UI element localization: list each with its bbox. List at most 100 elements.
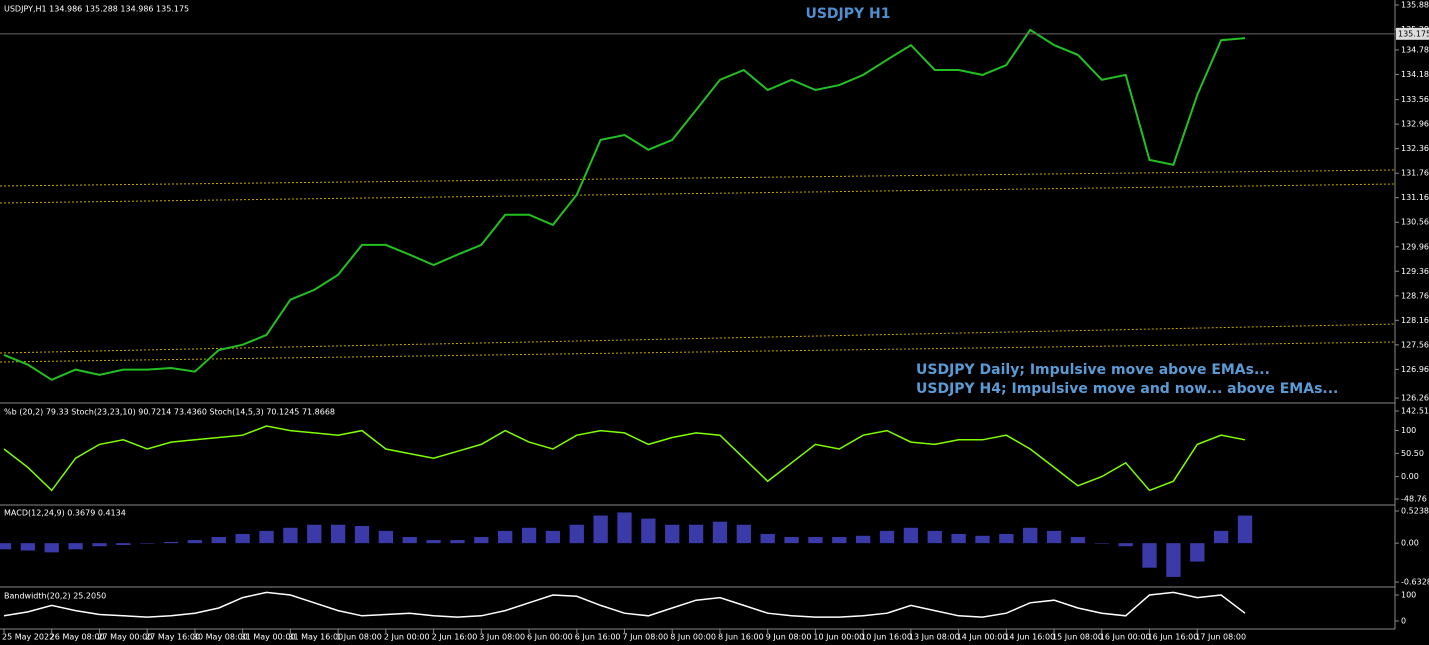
last-price-label: 135.175	[1398, 29, 1429, 38]
x-tick-label: 30 May 08:00	[193, 633, 248, 642]
series-line	[3, 28, 1246, 381]
y-tick-label: 128.765	[1401, 291, 1429, 300]
y-tick-label: 100	[1401, 591, 1416, 600]
y-tick-label: 0.00	[1401, 472, 1419, 481]
panel-title: %b (20,2) 79.33 Stoch(23,23,10) 90.7214 …	[4, 408, 335, 417]
support-line	[0, 183, 1396, 204]
y-tick-label: 126.965	[1401, 365, 1429, 374]
bar	[378, 530, 394, 544]
y-tick-label: 0.5238	[1401, 507, 1429, 516]
x-tick-label: 27 May 00:00	[97, 633, 152, 642]
support-line	[0, 169, 1396, 187]
x-tick-label: 14 Jun 16:00	[1004, 633, 1055, 642]
bar	[832, 537, 847, 544]
y-tick-label: -0.6328	[1401, 578, 1429, 587]
x-tick-label: 3 Jun 08:00	[479, 633, 525, 642]
x-tick-label: 16 Jun 16:00	[1148, 633, 1199, 642]
x-tick-label: 6 Jun 00:00	[527, 633, 573, 642]
bar	[307, 524, 322, 544]
bar	[951, 533, 966, 544]
bar	[593, 515, 608, 544]
bar	[903, 527, 919, 544]
y-tick-label: 129.365	[1401, 267, 1429, 276]
x-tick-label: 16 Jun 00:00	[1100, 633, 1151, 642]
bar	[999, 533, 1014, 544]
x-tick-label: 6 Jun 16:00	[575, 633, 621, 642]
x-tick-label: 7 Jun 08:00	[623, 633, 669, 642]
bar	[975, 535, 990, 544]
x-tick-label: 8 Jun 16:00	[718, 633, 764, 642]
annotation: USDJPY H4; Impulsive move and now... abo…	[916, 381, 1338, 397]
y-tick-label: 132.965	[1401, 120, 1429, 129]
panel-title: Bandwidth(20,2) 25.2050	[4, 592, 106, 601]
y-tick-label: 134.180	[1401, 70, 1429, 79]
bar	[140, 543, 155, 544]
x-tick-label: 8 Jun 00:00	[670, 633, 716, 642]
bar	[641, 518, 656, 544]
bar	[116, 543, 131, 545]
y-tick-label: 134.780	[1401, 45, 1429, 54]
x-tick-label: 2 Jun 16:00	[432, 633, 478, 642]
support-line	[0, 323, 1396, 354]
bar	[330, 524, 346, 544]
bar	[688, 524, 704, 544]
bar	[1046, 530, 1062, 544]
y-tick-label: -48.76	[1401, 495, 1427, 504]
y-tick-label: 135.880	[1401, 1, 1429, 10]
y-tick-label: 0.00	[1401, 539, 1419, 548]
x-tick-label: 27 May 16:00	[145, 633, 200, 642]
bar	[235, 533, 250, 544]
bar	[283, 527, 298, 544]
y-tick-label: 131.765	[1401, 169, 1429, 178]
chart-header: USDJPY,H1 134.986 135.288 134.986 135.17…	[4, 5, 189, 14]
bar	[808, 537, 823, 544]
chart-title: USDJPY H1	[805, 6, 890, 22]
y-tick-label: 126.265	[1401, 394, 1429, 403]
bar	[1190, 543, 1205, 562]
x-tick-label: 10 Jun 00:00	[813, 633, 864, 642]
series-line	[3, 425, 1246, 492]
annotation: USDJPY Daily; Impulsive move above EMAs.…	[916, 362, 1270, 378]
bar	[1094, 543, 1109, 544]
y-tick-label: 130.565	[1401, 218, 1429, 227]
y-tick-label: 100	[1401, 426, 1416, 435]
bar	[163, 541, 179, 544]
x-tick-label: 26 May 08:00	[50, 633, 105, 642]
bar	[736, 524, 751, 544]
x-tick-label: 25 May 2022	[2, 633, 54, 642]
bar	[927, 530, 942, 544]
bar	[474, 537, 489, 544]
y-tick-label: 50.50	[1401, 449, 1424, 458]
y-tick-label: 128.165	[1401, 316, 1429, 325]
y-tick-label: 133.565	[1401, 95, 1429, 104]
y-tick-label: 132.365	[1401, 144, 1429, 153]
support-line	[0, 341, 1396, 363]
bar	[44, 543, 59, 553]
bar	[1142, 543, 1157, 568]
bar	[1023, 527, 1038, 544]
last-price-box	[1396, 27, 1429, 40]
bar	[92, 543, 107, 547]
y-tick-label: 129.965	[1401, 242, 1429, 251]
bar	[855, 535, 871, 544]
series-line	[3, 591, 1246, 618]
bar	[259, 530, 274, 544]
bar	[665, 524, 680, 544]
y-tick-label: 142.51	[1401, 407, 1429, 416]
x-tick-label: 9 Jun 08:00	[766, 633, 812, 642]
x-tick-label: 31 May 00:00	[241, 633, 296, 642]
bar	[498, 530, 513, 544]
bar	[1166, 543, 1181, 577]
bar	[1118, 543, 1133, 547]
bar	[187, 540, 203, 544]
bar	[450, 540, 465, 544]
bar	[784, 537, 799, 544]
bar	[211, 537, 226, 544]
x-tick-label: 31 May 16:00	[288, 633, 343, 642]
x-tick-label: 13 Jun 08:00	[909, 633, 960, 642]
x-tick-label: 1 Jun 08:00	[336, 633, 382, 642]
y-tick-label: 131.165	[1401, 193, 1429, 202]
y-tick-label: 0	[1401, 617, 1406, 626]
bar	[0, 543, 12, 550]
